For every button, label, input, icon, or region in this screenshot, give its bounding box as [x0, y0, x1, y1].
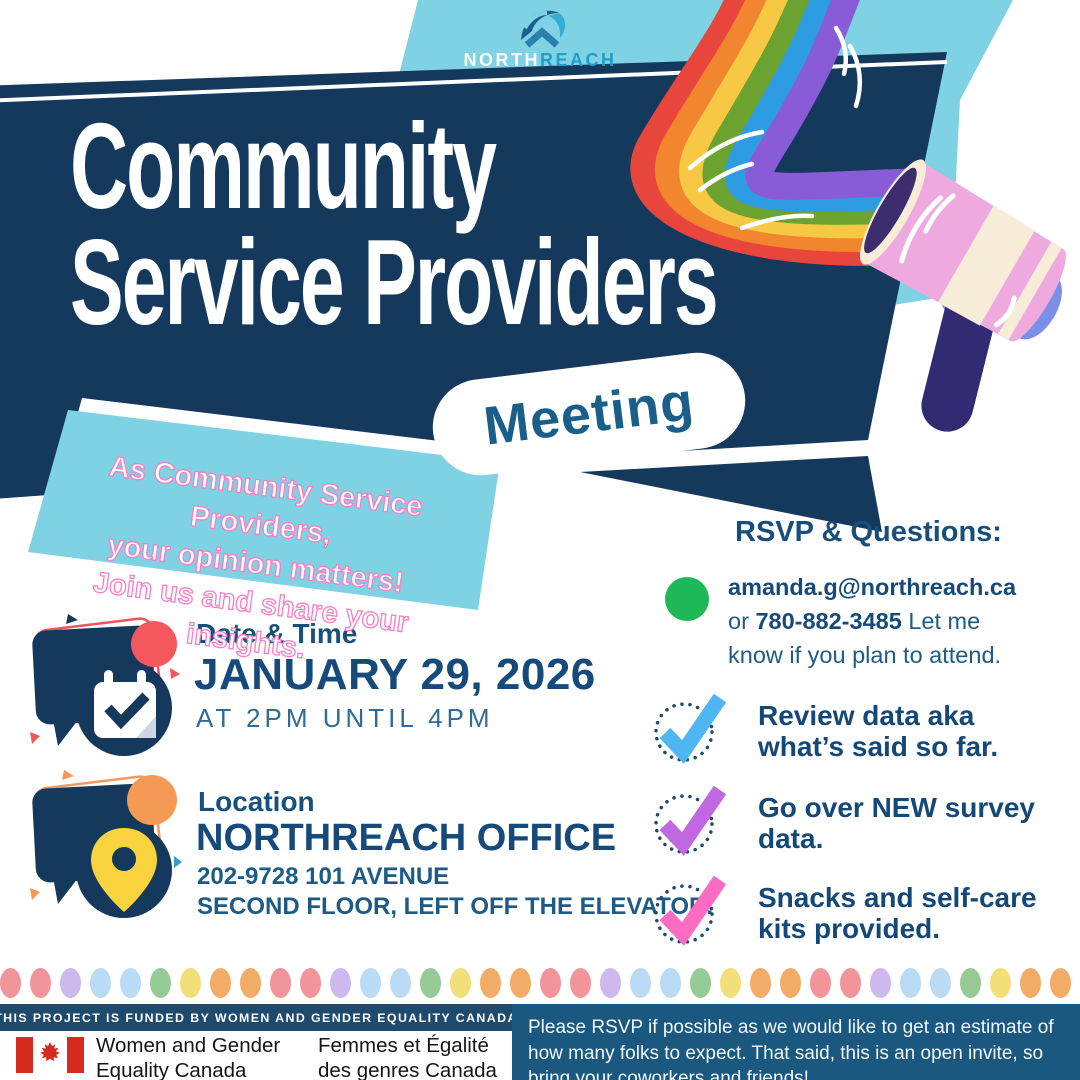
confetti-dot [0, 968, 21, 998]
checklist-3-line-2: kits provided. [758, 913, 941, 944]
page-title: Community Service Providers [70, 98, 719, 350]
confetti-dot [750, 968, 771, 998]
checklist-item: Review data aka what’s said so far. [758, 700, 1058, 762]
confetti-dot [870, 968, 891, 998]
rsvp-phone: 780-882-3485 [755, 608, 902, 634]
confetti-dot [960, 968, 981, 998]
confetti-dot [240, 968, 261, 998]
confetti-dot [360, 968, 381, 998]
wage-french: Femmes et Égalité des genres Canada [318, 1033, 497, 1080]
checklist-2-line-1: Go over NEW survey [758, 792, 1035, 823]
confetti-dot [630, 968, 651, 998]
checklist-3-line-1: Snacks and self-care [758, 882, 1037, 913]
megaphone-cone [859, 159, 1066, 342]
confetti-dot [600, 968, 621, 998]
title-line-1: Community [70, 98, 497, 234]
rsvp-contact: amanda.g@northreach.ca or 780-882-3485 L… [728, 570, 1040, 672]
confetti-dot [90, 968, 111, 998]
location-address: 202-9728 101 AVENUE [197, 863, 450, 890]
rsvp-note-text: Please RSVP if possible as we would like… [528, 1017, 1054, 1080]
confetti-dot [120, 968, 141, 998]
funding-strip: THIS PROJECT IS FUNDED BY WOMEN AND GEND… [0, 1004, 516, 1031]
wage-en-line-2: Equality Canada [96, 1059, 247, 1080]
navy-corner-tip [580, 456, 882, 532]
megaphone-mouth [864, 167, 917, 254]
logo-reach: REACH [539, 50, 617, 70]
wage-fr-line-2: des genres Canada [318, 1059, 497, 1080]
confetti-dot [330, 968, 351, 998]
megaphone-illustration [859, 159, 1066, 432]
confetti-dot [810, 968, 831, 998]
confetti-dot [990, 968, 1011, 998]
confetti-dot [510, 968, 531, 998]
datetime-heading: Date & Time [196, 618, 358, 649]
confetti-dot [690, 968, 711, 998]
rsvp-conj: or [728, 608, 756, 634]
confetti-dot [1020, 968, 1041, 998]
confetti-dot [300, 968, 321, 998]
checklist-1-line-1: Review data aka [758, 700, 975, 731]
northreach-logo-icon [521, 10, 566, 48]
location-directions: SECOND FLOOR, LEFT OFF THE ELEVATOR. [197, 893, 713, 920]
confetti-dot [900, 968, 921, 998]
callout-box [28, 410, 500, 610]
confetti-dot [450, 968, 471, 998]
confetti-dot [30, 968, 51, 998]
rsvp-email: amanda.g@northreach.ca [728, 574, 1017, 600]
location-pin-icon [30, 770, 182, 918]
location-name: NORTHREACH OFFICE [196, 817, 617, 859]
confetti-dot [540, 968, 561, 998]
confetti-dot [570, 968, 591, 998]
confetti-dot [180, 968, 201, 998]
confetti-dot [840, 968, 861, 998]
checklist-1-line-2: what’s said so far. [758, 731, 999, 762]
confetti-dot [420, 968, 441, 998]
cone-highlights [899, 193, 1017, 328]
confetti-dot [1050, 968, 1071, 998]
title-line-2: Service Providers [70, 214, 719, 350]
checkmark-icon-purple [654, 785, 727, 856]
checkmark-icon-pink [654, 875, 727, 946]
confetti-dot [390, 968, 411, 998]
rsvp-note-box: Please RSVP if possible as we would like… [512, 1004, 1080, 1080]
meeting-badge-label: Meeting [480, 371, 698, 457]
rainbow-ribbon [630, 0, 913, 266]
ribbon-highlights [687, 25, 863, 231]
confetti-dot [210, 968, 231, 998]
confetti-dot [60, 968, 81, 998]
confetti-dots-row [0, 968, 1080, 1002]
rsvp-note-inline: Let me know if you plan to attend. [728, 608, 1002, 668]
confetti-dot [660, 968, 681, 998]
rsvp-heading: RSVP & Questions: [735, 516, 1002, 548]
confetti-dot [270, 968, 291, 998]
wage-fr-line-1: Femmes et Égalité [318, 1034, 489, 1057]
confetti-dot [780, 968, 801, 998]
confetti-dot [930, 968, 951, 998]
northreach-logo-text: NORTHREACH [450, 50, 630, 71]
calendar-icon [30, 614, 180, 756]
checklist-item: Go over NEW survey data. [758, 792, 1058, 854]
checklist-item: Snacks and self-care kits provided. [758, 882, 1058, 944]
checkmark-icon-blue [654, 693, 727, 764]
funding-text: THIS PROJECT IS FUNDED BY WOMEN AND GEND… [0, 1010, 518, 1025]
canada-flag-icon [16, 1037, 84, 1073]
checklist-2-line-2: data. [758, 823, 824, 854]
green-dot-icon [665, 577, 709, 621]
confetti-dot [720, 968, 741, 998]
datetime-date: JANUARY 29, 2026 [194, 650, 596, 699]
wage-en-line-1: Women and Gender [96, 1034, 281, 1057]
logo-north: NORTH [463, 50, 540, 70]
confetti-dot [480, 968, 501, 998]
wage-english: Women and Gender Equality Canada [96, 1033, 280, 1080]
datetime-time: AT 2PM UNTIL 4PM [196, 703, 494, 733]
location-heading: Location [198, 786, 315, 817]
confetti-dot [150, 968, 171, 998]
